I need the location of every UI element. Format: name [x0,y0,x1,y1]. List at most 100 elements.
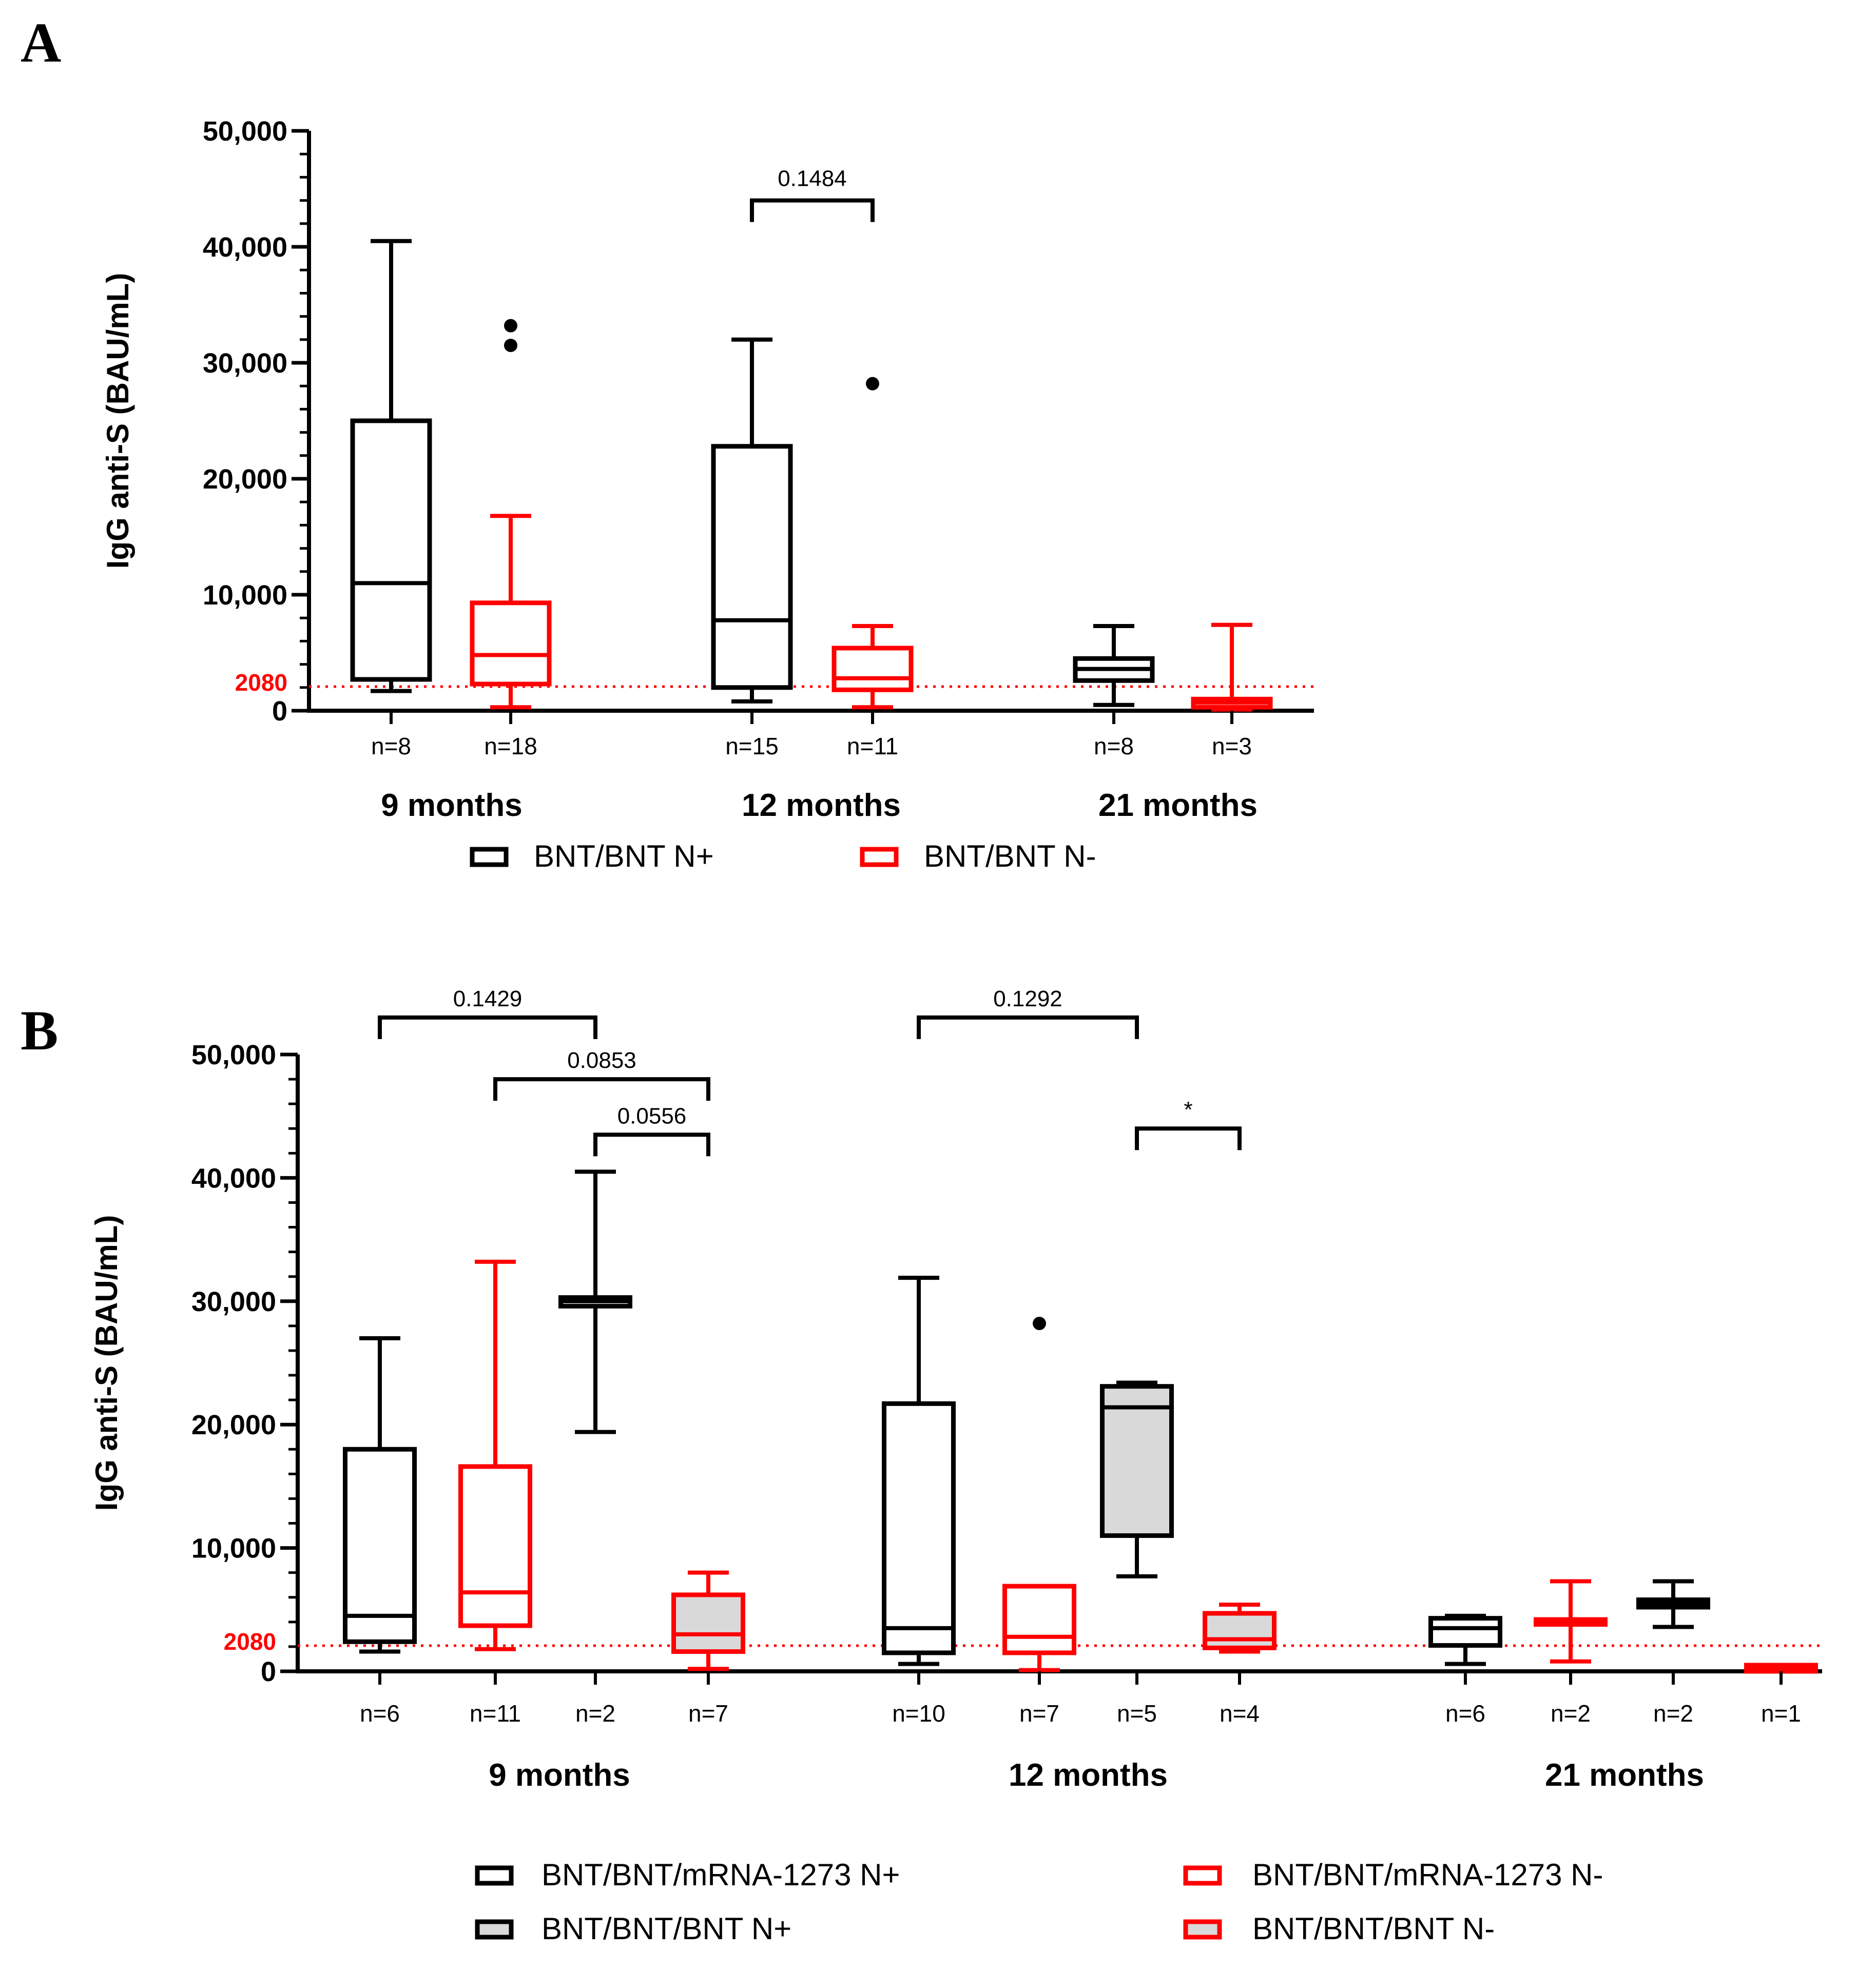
legend-label: BNT/BNT/mRNA-1273 N+ [541,1858,900,1892]
y-tick-label: 10,000 [203,580,287,611]
box-3 [671,1570,745,1671]
box-0 [350,239,432,693]
n-count-label: n=4 [1220,1700,1260,1727]
n-count-label: n=2 [575,1700,615,1727]
box-iqr [831,646,914,692]
n-count-label: n=10 [892,1700,945,1727]
outlier-point [1033,1317,1046,1331]
box-7 [1203,1603,1277,1654]
n-count-label: n=11 [470,1700,521,1727]
group-label: 12 months [742,788,901,823]
panel-b: B 0 10,000 20,000 30,000 40,000 50,000 2080 IgG… [21,986,1822,1946]
group-label: 9 months [381,788,523,823]
box-5 [1191,622,1273,712]
legend-label: BNT/BNT N+ [534,839,714,873]
comparison-p-value: 0.1484 [778,166,847,191]
box-iqr [1203,1611,1277,1650]
legend-swatch [1183,1865,1222,1886]
box-iqr [350,418,432,682]
box-iqr [1428,1616,1502,1648]
group-label: 21 months [1098,788,1258,823]
y-tick-label: 20,000 [191,1410,276,1440]
n-count-label: n=5 [1117,1700,1157,1727]
box-1 [458,1259,532,1651]
legend-swatch [860,847,899,867]
comparison-p-value: 0.0556 [617,1103,687,1128]
box-11 [1744,1663,1818,1674]
box-8 [1428,1613,1502,1666]
box-iqr [671,1592,745,1654]
box-10 [1636,1579,1710,1629]
n-count-label: n=11 [847,733,898,759]
n-count-label: n=3 [1212,733,1252,759]
comparison-p-value: * [1184,1097,1192,1122]
legend-swatch [1183,1919,1222,1940]
y-tick-label: 50,000 [203,116,287,147]
y-tick-label: 30,000 [191,1286,276,1317]
comparison-bracket [378,1015,597,1039]
box-4 [1073,624,1155,707]
y-tick-label: 10,000 [191,1533,276,1564]
comparison-bracket [593,1133,710,1157]
comparison-p-value: 0.1429 [453,986,523,1011]
box-6 [1100,1380,1174,1578]
y-tick-label: 50,000 [191,1040,276,1070]
n-count-label: n=2 [1653,1700,1693,1727]
n-count-label: n=2 [1551,1700,1591,1727]
panel-a-letter: A [21,11,61,74]
outlier-point [504,339,517,353]
y-axis-label: IgG anti-S (BAU/mL) [101,273,135,569]
legend-label: BNT/BNT/BNT N- [1252,1911,1495,1946]
box-2 [558,1169,632,1434]
group-label: 12 months [1009,1758,1168,1793]
y-tick-label: 0 [261,1656,276,1687]
y-axis-label: IgG anti-S (BAU/mL) [89,1215,124,1511]
box-iqr [882,1401,956,1655]
y-tick-label: 30,000 [203,348,287,379]
box-iqr [711,444,793,690]
n-count-label: n=6 [1445,1700,1485,1727]
box-iqr [458,1464,532,1628]
box-4 [882,1276,956,1666]
n-count-label: n=8 [371,733,411,759]
outlier-point [504,319,517,333]
comparison-p-value: 0.1292 [993,986,1062,1011]
panel-a: A 0 10,000 20,000 30,000 40,000 50,000 2080 IgG… [21,11,1314,873]
group-label: 9 months [489,1758,630,1793]
box-iqr [1100,1384,1174,1538]
comparison-bracket [750,198,875,222]
box-9 [1534,1579,1608,1664]
n-count-label: n=8 [1094,733,1134,759]
box-iqr [470,600,552,687]
n-count-label: n=15 [725,733,779,759]
legend-label: BNT/BNT/BNT N+ [541,1911,791,1946]
n-count-label: n=18 [484,733,537,759]
n-count-label: n=1 [1761,1700,1801,1727]
legend-swatch [475,1919,514,1940]
threshold-label: 2080 [224,1628,276,1655]
n-count-label: n=7 [688,1700,728,1727]
comparison-bracket [917,1015,1139,1039]
legend-swatch [475,1865,514,1886]
y-tick-label: 0 [272,696,287,727]
comparison-p-value: 0.0853 [567,1048,636,1073]
n-count-label: n=6 [360,1700,400,1727]
box-1 [470,319,552,710]
box-2 [711,337,793,704]
legend-swatch [470,847,509,867]
legend-label: BNT/BNT/mRNA-1273 N- [1252,1858,1603,1892]
box-5 [1002,1317,1076,1672]
panel-b-letter: B [21,999,58,1062]
y-tick-label: 40,000 [191,1163,276,1194]
group-label: 21 months [1545,1758,1704,1793]
box-iqr [1002,1584,1076,1655]
threshold-label: 2080 [235,669,287,696]
outlier-point [866,377,879,391]
y-tick-label: 20,000 [203,464,287,495]
comparison-bracket [493,1077,710,1101]
n-count-label: n=7 [1019,1700,1059,1727]
legend-label: BNT/BNT N- [924,839,1096,873]
comparison-bracket [1135,1126,1242,1150]
box-3 [831,377,914,710]
